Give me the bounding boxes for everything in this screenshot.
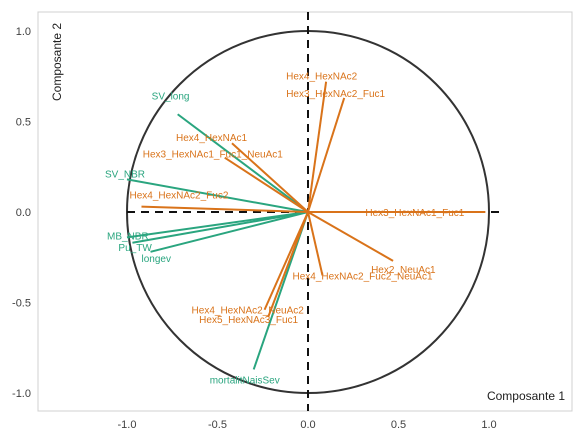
vector-label-mortalitnaissev: mortalitNaisSev — [210, 375, 280, 386]
vector-hex5-hexnac3-fuc1 — [267, 211, 309, 318]
vector-label-hex4-hexnac2: Hex4_HexNAc2 — [286, 72, 358, 83]
vector-label-sv-nbr: SV_NBR — [105, 169, 145, 180]
vector-sv-nbr — [126, 178, 309, 213]
y-tick-label: 1.0 — [16, 26, 31, 38]
vector-longev — [150, 211, 309, 253]
vector-label-pu-tw: Pu_TW — [118, 243, 152, 254]
x-tick-label: -1.0 — [118, 419, 137, 431]
plot-frame — [37, 11, 573, 412]
vector-mb-nbr — [126, 211, 309, 239]
vector-label-mb-nbr: MB_NBR — [107, 231, 149, 242]
x-tick-label: 0.5 — [391, 419, 406, 431]
vector-label-longev: longev — [142, 254, 171, 265]
vector-pu-tw — [132, 211, 309, 244]
vector-label-hex4-hexnac2-fuc2-neuac1: Hex4_HexNAc2_Fuc2_NeuAc1 — [292, 271, 433, 282]
vector-hex4-hexnac2 — [307, 81, 328, 213]
vector-sv-long — [177, 113, 309, 213]
y-axis-title: Composante 2 — [50, 23, 64, 101]
y-tick-label: 0.5 — [16, 117, 31, 129]
vector-hex3-hexnac2-fuc1 — [307, 97, 346, 213]
x-tick-label: -0.5 — [208, 419, 227, 431]
x-axis-title: Composante 1 — [487, 389, 565, 403]
vector-hex2-neuac1 — [307, 211, 394, 262]
y-tick-label: -0.5 — [12, 298, 31, 310]
vector-hex4-hexnac2-fuc2-neuac1 — [307, 211, 324, 276]
vector-hex4-hexnac1 — [231, 142, 309, 213]
x-tick-label: 0.0 — [300, 419, 315, 431]
y-tick-label: -1.0 — [12, 388, 31, 400]
vector-hex4-hexnac2-fuc2 — [141, 205, 309, 213]
vector-hex3-hexnac1-fuc1-neuac1 — [224, 156, 309, 213]
vector-label-sv-long: SV_long — [152, 91, 190, 102]
vector-label-hex4-hexnac1: Hex4_HexNAc1 — [176, 133, 248, 144]
vector-label-hex5-hexnac3-fuc1: Hex5_HexNAc3_Fuc1 — [199, 315, 298, 326]
y-tick-label: 0.0 — [16, 207, 31, 219]
x-tick-label: 1.0 — [481, 419, 496, 431]
vector-label-hex3-hexnac1-fuc1-neuac1: Hex3_HexNAc1_Fuc1_NeuAc1 — [143, 150, 284, 161]
vector-label-hex4-hexnac2-neuac2: Hex4_HexNAc2_NeuAc2 — [192, 306, 305, 317]
vector-label-hex3-hexnac2-fuc1: Hex3_HexNAc2_Fuc1 — [286, 89, 385, 100]
vector-label-hex3-hexnac1-fuc1: Hex3_HexNAc1_Fuc1 — [365, 208, 464, 219]
axis-ticks: -1.0 -0.5 0.0 0.5 1.0 1.0 0.5 0.0 -0.5 -1.0 — [12, 26, 497, 431]
vector-label-hex4-hexnac2-fuc2: Hex4_HexNAc2_Fuc2 — [129, 191, 228, 202]
vector-label-hex2-neuac1: Hex2_NeuAc1 — [371, 265, 436, 276]
